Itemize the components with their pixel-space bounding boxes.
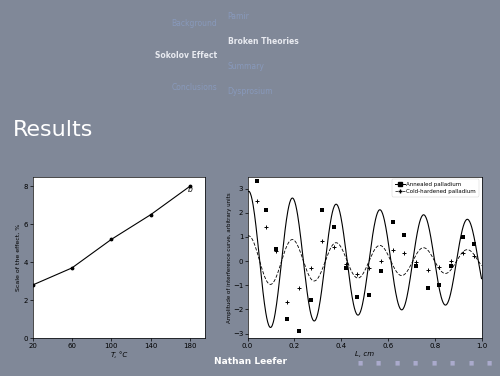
Point	[253, 178, 261, 184]
Point	[272, 246, 280, 252]
Point	[330, 244, 338, 250]
Point	[436, 264, 444, 270]
Point	[447, 258, 455, 264]
Text: ■: ■	[450, 361, 455, 366]
Point	[365, 292, 373, 298]
Text: ■: ■	[487, 361, 492, 366]
Point	[306, 265, 314, 271]
Text: Dysprosium: Dysprosium	[228, 87, 273, 96]
Point	[436, 282, 444, 288]
Point	[400, 232, 408, 238]
Point	[354, 294, 362, 300]
Text: ■: ■	[394, 361, 400, 366]
Point	[447, 263, 455, 269]
Text: Summary: Summary	[228, 62, 264, 71]
X-axis label: T, °C: T, °C	[110, 351, 127, 358]
Point	[459, 250, 467, 256]
Point	[272, 249, 280, 255]
Point	[295, 285, 303, 291]
Text: b: b	[188, 185, 192, 194]
Point	[306, 297, 314, 303]
Text: ■: ■	[468, 361, 473, 366]
Point	[388, 220, 396, 226]
Point	[424, 267, 432, 273]
Legend: Annealed palladium, Cold-hardened palladium: Annealed palladium, Cold-hardened pallad…	[392, 179, 478, 197]
Point	[318, 207, 326, 213]
Text: Nathan Leefer: Nathan Leefer	[214, 358, 286, 366]
Y-axis label: Amplitude of interference curve, arbitrary units: Amplitude of interference curve, arbitra…	[226, 192, 232, 323]
Point	[412, 263, 420, 269]
Point	[388, 247, 396, 253]
Point	[377, 268, 385, 274]
Point	[400, 250, 408, 256]
Point	[412, 259, 420, 265]
Text: Background: Background	[172, 19, 218, 28]
Text: ■: ■	[432, 361, 436, 366]
Point	[424, 285, 432, 291]
Point	[295, 328, 303, 334]
Text: Results: Results	[12, 120, 93, 139]
Text: ■: ■	[413, 361, 418, 366]
Text: Conclusions: Conclusions	[172, 83, 218, 92]
Text: Sokolov Effect: Sokolov Effect	[156, 51, 218, 60]
Point	[318, 238, 326, 244]
Text: ■: ■	[376, 361, 381, 366]
Point	[470, 241, 478, 247]
Point	[262, 224, 270, 230]
Point	[284, 316, 292, 322]
Point	[284, 299, 292, 305]
Point	[262, 207, 270, 213]
Y-axis label: Scale of the effect, %: Scale of the effect, %	[16, 224, 21, 291]
Point	[342, 265, 350, 271]
Point	[354, 271, 362, 277]
Point	[365, 265, 373, 271]
Point	[342, 261, 350, 267]
Point	[470, 253, 478, 259]
X-axis label: L, cm: L, cm	[355, 351, 374, 357]
Text: ■: ■	[358, 361, 362, 366]
Text: Pamir: Pamir	[228, 12, 250, 21]
Point	[377, 258, 385, 264]
Text: Broken Theories: Broken Theories	[228, 37, 298, 46]
Point	[459, 234, 467, 240]
Point	[330, 224, 338, 230]
Point	[253, 198, 261, 204]
